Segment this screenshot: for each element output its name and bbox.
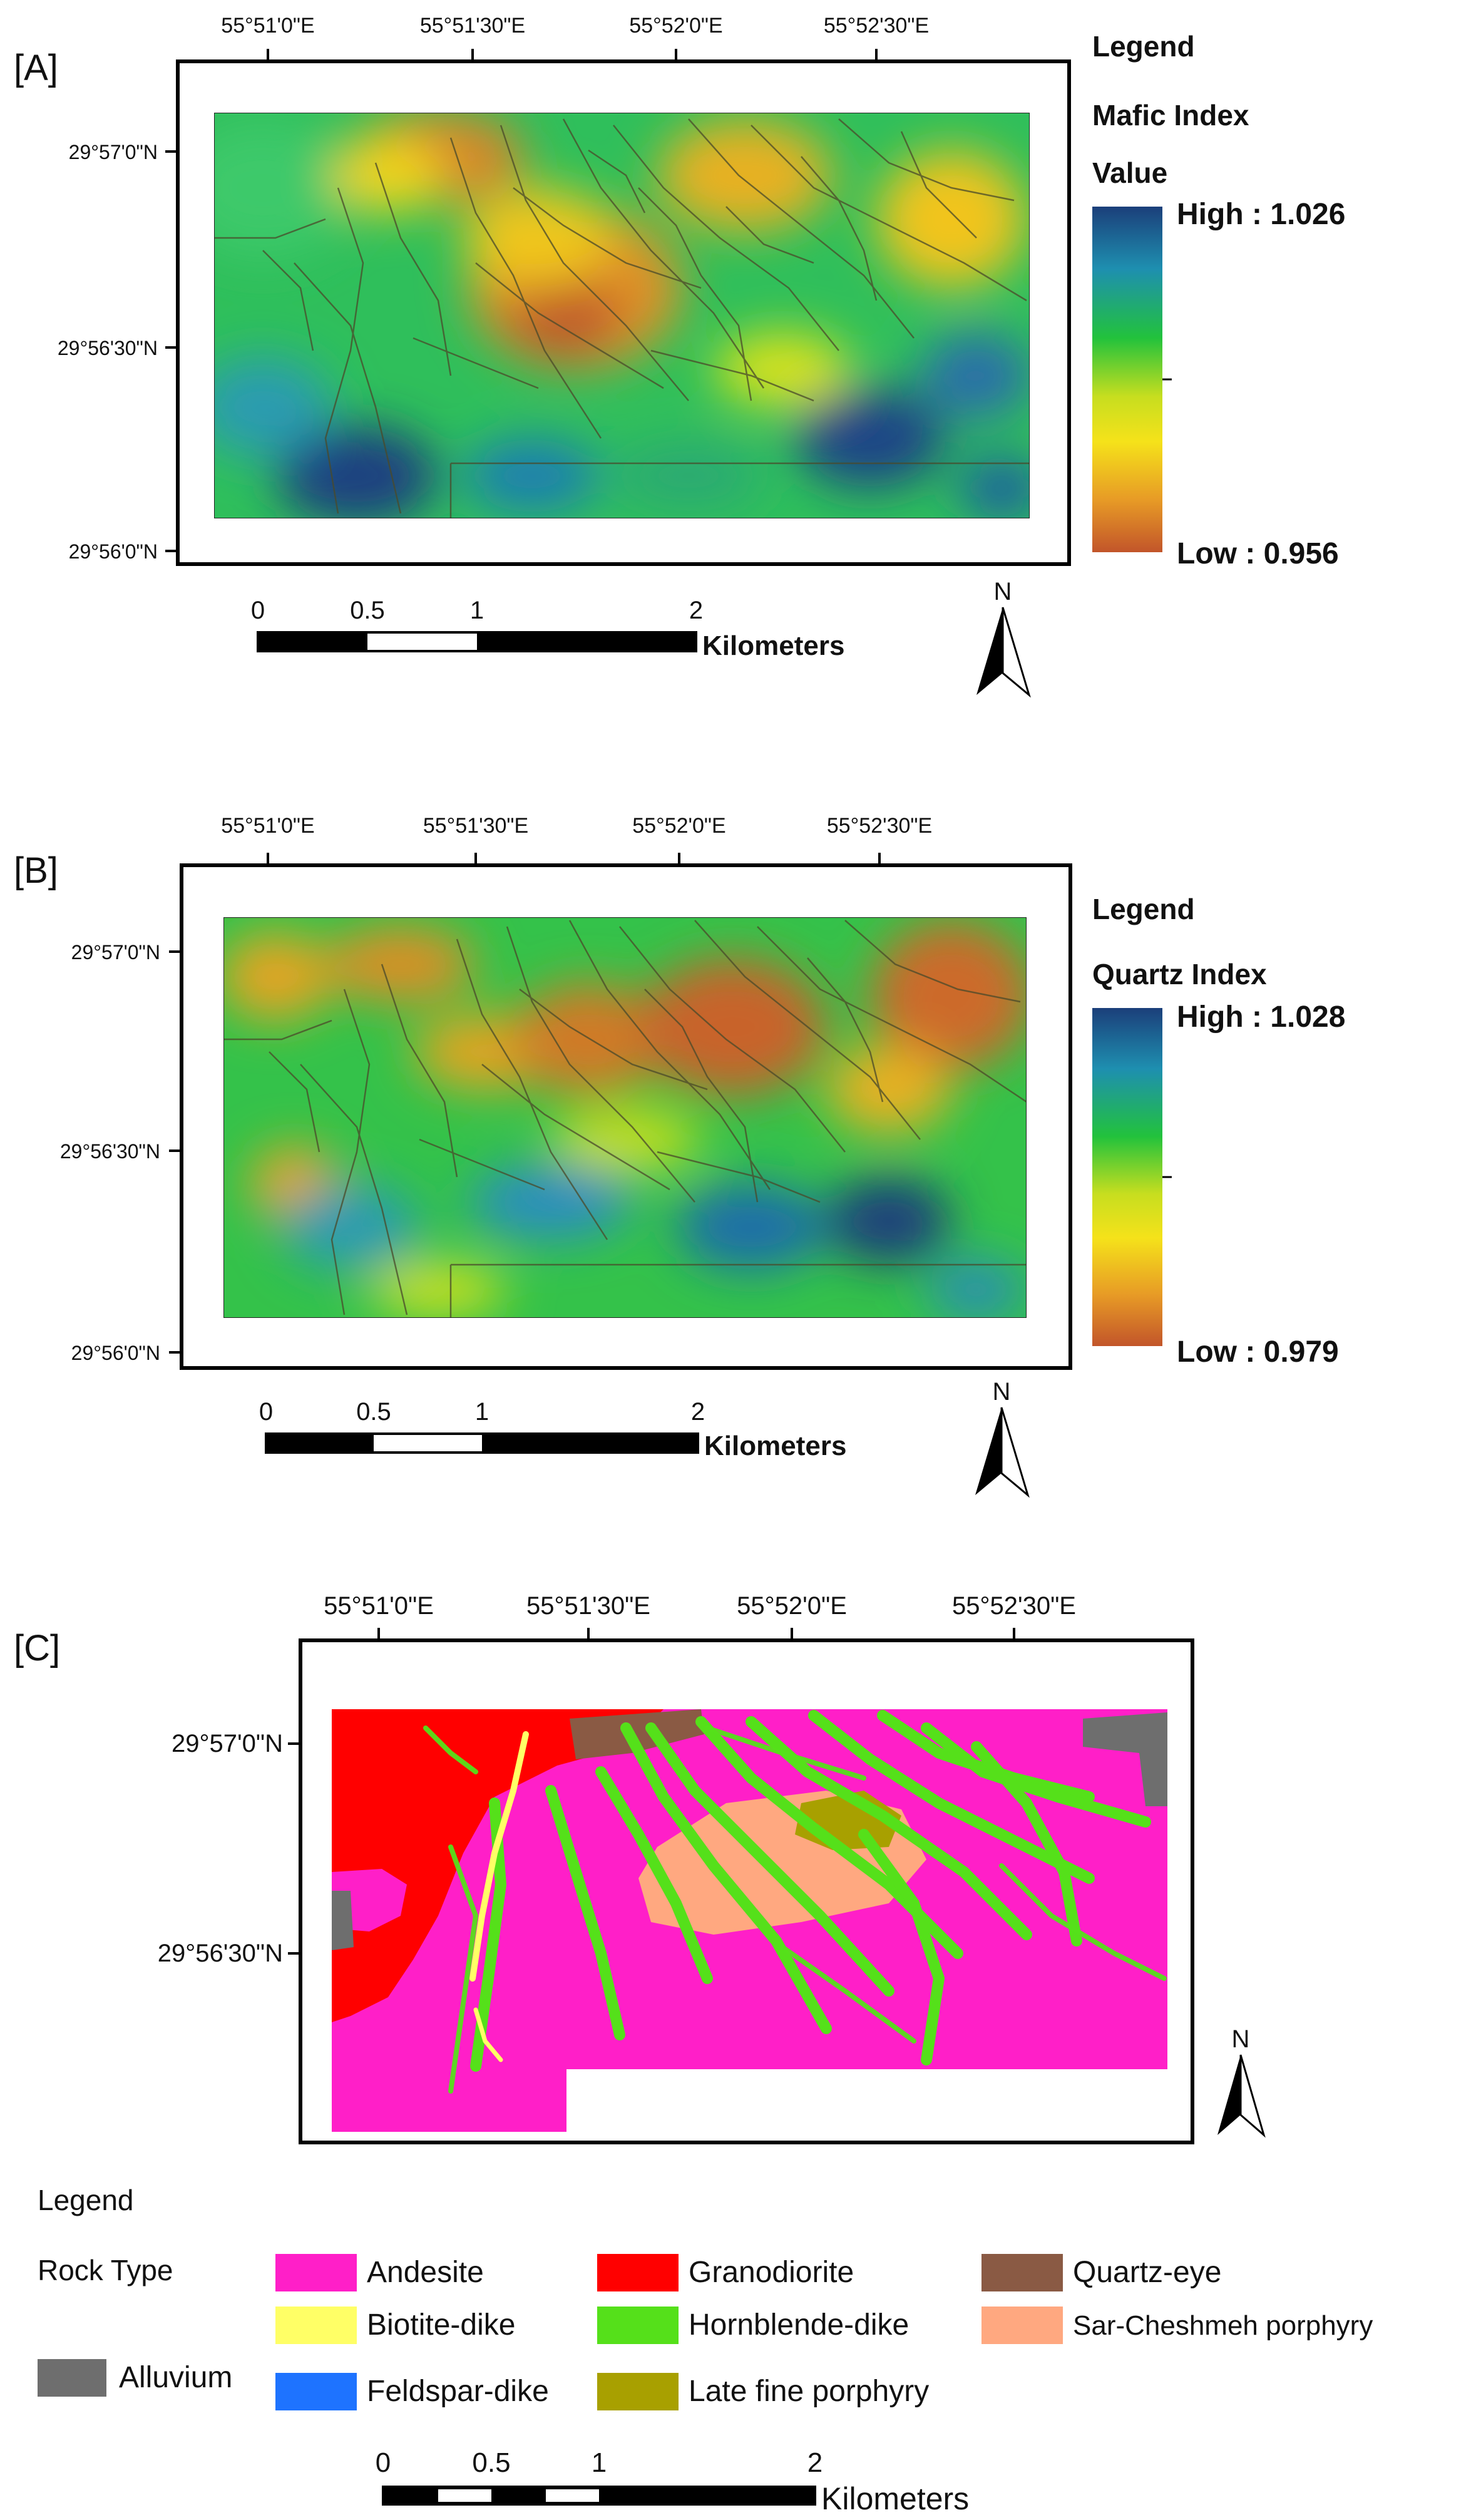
scalebar-tick: 0: [376, 2447, 391, 2478]
scalebar-tick: 0.5: [356, 1398, 391, 1426]
lon-tick-label: 55°51'30"E: [420, 14, 525, 38]
legend-items: Andesite Granodiorite Quartz-eye Biotite…: [38, 2254, 1373, 2410]
mafic-index-raster: [214, 113, 1030, 518]
legend-swatch: [275, 2373, 357, 2410]
north-arrow-icon: N: [975, 1378, 1030, 1498]
lon-tick-label: 55°52'30"E: [824, 14, 929, 38]
legend-swatch: [275, 2254, 357, 2291]
scalebar-tick: 0: [259, 1398, 273, 1426]
legend-swatch: [275, 2307, 357, 2344]
scalebar-tick: 0.5: [472, 2447, 510, 2478]
panel-b-tag: [B]: [14, 850, 58, 891]
lat-tick-label: 29°56'30"N: [60, 1140, 160, 1163]
fault-lines-b: [223, 920, 1027, 1318]
legend-swatch: [981, 2307, 1063, 2344]
quartz-index-raster: [223, 917, 1027, 1318]
legend-high-label: High : 1.028: [1177, 1000, 1345, 1034]
scalebar-tick: 2: [689, 597, 703, 624]
panel-c: [C] 55°51'0"E 55°51'30"E 55°52'0"E 55°52…: [14, 1592, 1373, 2516]
panel-a: [A] 55°51'0"E 55°51'30"E 55°52'0"E 55°52…: [14, 14, 1345, 698]
hornblende-dikes: [470, 1710, 1151, 2072]
scalebar-tick: 1: [475, 1398, 489, 1426]
scalebar-unit: Kilometers: [821, 2481, 969, 2516]
legend-heading: Legend: [38, 2184, 134, 2216]
scalebar-unit: Kilometers: [704, 1431, 846, 1461]
legend-heading: Legend: [1092, 893, 1195, 925]
legend-low-label: Low : 0.956: [1177, 537, 1339, 570]
lat-tick-label: 29°56'0"N: [71, 1342, 160, 1364]
legend-swatch: [38, 2359, 106, 2397]
panel-a-tag: [A]: [14, 48, 58, 88]
legend-group-label: Rock Type: [38, 2254, 173, 2286]
north-label: N: [1232, 2025, 1250, 2053]
lon-tick-label: 55°52'30"E: [952, 1592, 1076, 1620]
scalebar-c: 0 0.5 1 2 Kilometers: [376, 2447, 969, 2516]
legend-high-label: High : 1.026: [1177, 198, 1345, 231]
graticule-ticks-c: [288, 1628, 1015, 1955]
legend-swatch: [597, 2254, 679, 2291]
lon-tick-label: 55°51'0"E: [221, 814, 314, 838]
lon-tick-label: 55°52'0"E: [737, 1592, 847, 1620]
scalebar-tick: 1: [470, 597, 484, 624]
legend-item-label: Late fine porphyry: [689, 2375, 929, 2408]
scalebar-tick: 1: [592, 2447, 607, 2478]
scalebar-tick: 0.5: [350, 597, 385, 624]
scalebar-tick: 0: [251, 597, 265, 624]
panel-b: [B] 55°51'0"E 55°51'30"E 55°52'0"E 55°52…: [14, 814, 1345, 1498]
north-label: N: [994, 578, 1012, 605]
legend-item-label: Quartz-eye: [1073, 2256, 1221, 2289]
lat-tick-label: 29°56'30"N: [158, 1940, 283, 1967]
graticule-ticks-a: [165, 49, 878, 552]
scalebar-a: 0 0.5 1 2 Kilometers: [251, 597, 845, 661]
lon-tick-label: 55°52'0"E: [632, 814, 725, 838]
scalebar-b: 0 0.5 1 2 Kilometers: [259, 1398, 847, 1461]
lat-tick-label: 29°57'0"N: [69, 141, 158, 163]
lat-tick-label: 29°57'0"N: [172, 1730, 283, 1757]
legend-low-label: Low : 0.979: [1177, 1335, 1339, 1369]
scalebar-tick: 2: [691, 1398, 705, 1426]
lon-tick-label: 55°51'0"E: [221, 14, 314, 38]
lon-tick-label: 55°52'0"E: [629, 14, 722, 38]
legend-item-label: Andesite: [367, 2256, 484, 2289]
legend-subtitle: Value: [1092, 157, 1167, 189]
legend-title: Quartz Index: [1092, 958, 1267, 990]
fault-lines-a: [214, 118, 1030, 518]
legend-item-label: Sar-Cheshmeh porphyry: [1073, 2310, 1373, 2341]
hornblende-dikes-thin: [423, 1725, 1167, 2094]
legend-item-label: Alluvium: [119, 2361, 232, 2394]
lat-tick-label: 29°57'0"N: [71, 941, 160, 964]
graticule-ticks-b: [169, 853, 881, 1354]
lat-tick-label: 29°56'30"N: [58, 337, 158, 359]
lon-tick-label: 55°51'30"E: [526, 1592, 650, 1620]
legend-title: Mafic Index: [1092, 99, 1249, 131]
lat-tick-label: 29°56'0"N: [69, 540, 158, 563]
north-arrow-icon: N: [1217, 2025, 1266, 2138]
color-ramp: [1092, 1008, 1162, 1346]
legend-item-label: Granodiorite: [689, 2256, 854, 2289]
legend-heading: Legend: [1092, 30, 1195, 63]
geology-map: [332, 1709, 1167, 2132]
legend-swatch: [597, 2373, 679, 2410]
lon-tick-label: 55°52'30"E: [827, 814, 932, 838]
legend-item-label: Feldspar-dike: [367, 2375, 549, 2408]
legend-item-label: Biotite-dike: [367, 2308, 515, 2342]
panel-c-tag: [C]: [14, 1628, 60, 1669]
lon-tick-label: 55°51'0"E: [324, 1592, 434, 1620]
color-ramp: [1092, 207, 1162, 552]
legend-swatch: [597, 2307, 679, 2344]
legend-swatch: [981, 2254, 1063, 2291]
scalebar-tick: 2: [807, 2447, 822, 2478]
scalebar-unit: Kilometers: [702, 630, 844, 661]
north-label: N: [993, 1378, 1011, 1406]
north-arrow-icon: N: [976, 578, 1031, 698]
legend-item-label: Hornblende-dike: [689, 2308, 909, 2342]
lon-tick-label: 55°51'30"E: [423, 814, 528, 838]
